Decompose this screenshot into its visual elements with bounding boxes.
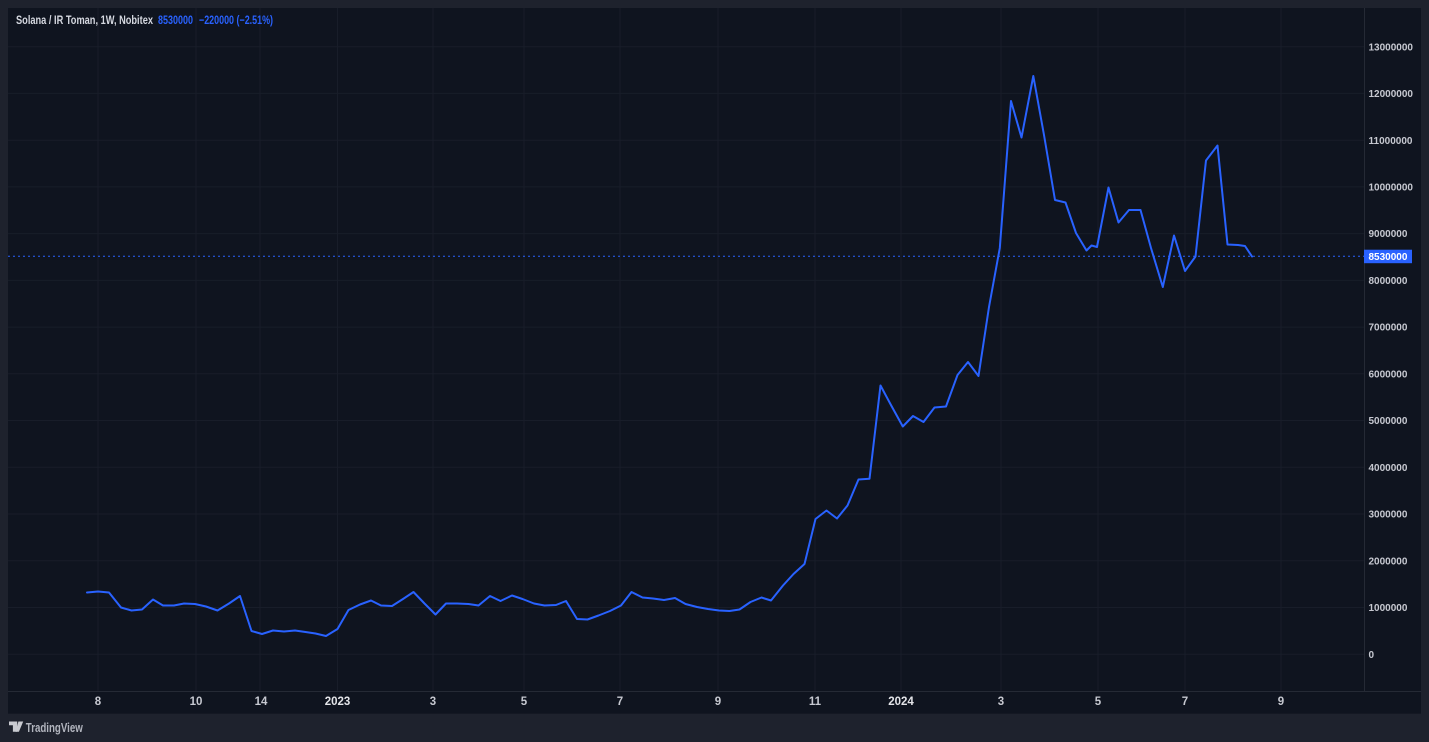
svg-text:5000000: 5000000 — [1369, 416, 1408, 427]
svg-text:8000000: 8000000 — [1369, 276, 1408, 287]
svg-text:7: 7 — [1182, 696, 1188, 708]
svg-text:2023: 2023 — [325, 696, 351, 708]
svg-text:−220000 (−2.51%): −220000 (−2.51%) — [199, 13, 273, 27]
svg-text:7: 7 — [617, 696, 623, 708]
svg-text:5: 5 — [521, 696, 528, 708]
svg-text:4000000: 4000000 — [1369, 463, 1408, 474]
svg-text:3: 3 — [998, 696, 1004, 708]
svg-text:1000000: 1000000 — [1369, 603, 1408, 614]
svg-text:11000000: 11000000 — [1369, 136, 1413, 147]
svg-text:9: 9 — [1278, 696, 1284, 708]
svg-text:8530000: 8530000 — [158, 13, 193, 27]
svg-text:5: 5 — [1095, 696, 1102, 708]
svg-text:8530000: 8530000 — [1369, 252, 1408, 263]
svg-text:0: 0 — [1369, 650, 1375, 661]
svg-text:13000000: 13000000 — [1369, 42, 1414, 53]
svg-text:14: 14 — [255, 696, 268, 708]
svg-text:10000000: 10000000 — [1369, 183, 1414, 194]
svg-text:8: 8 — [95, 696, 102, 708]
svg-text:11: 11 — [809, 696, 822, 708]
svg-text:2024: 2024 — [888, 696, 914, 708]
svg-text:6000000: 6000000 — [1369, 369, 1408, 380]
svg-text:9000000: 9000000 — [1369, 229, 1408, 240]
svg-text:9: 9 — [715, 696, 721, 708]
svg-text:3: 3 — [430, 696, 436, 708]
svg-text:Solana / IR Toman, 1W, Nobitex: Solana / IR Toman, 1W, Nobitex — [16, 13, 153, 27]
svg-text:7000000: 7000000 — [1369, 323, 1408, 334]
svg-text:12000000: 12000000 — [1369, 89, 1414, 100]
svg-text:2000000: 2000000 — [1369, 556, 1408, 567]
svg-text:10: 10 — [190, 696, 203, 708]
svg-text:3000000: 3000000 — [1369, 510, 1408, 521]
svg-text:TradingView: TradingView — [26, 720, 84, 735]
